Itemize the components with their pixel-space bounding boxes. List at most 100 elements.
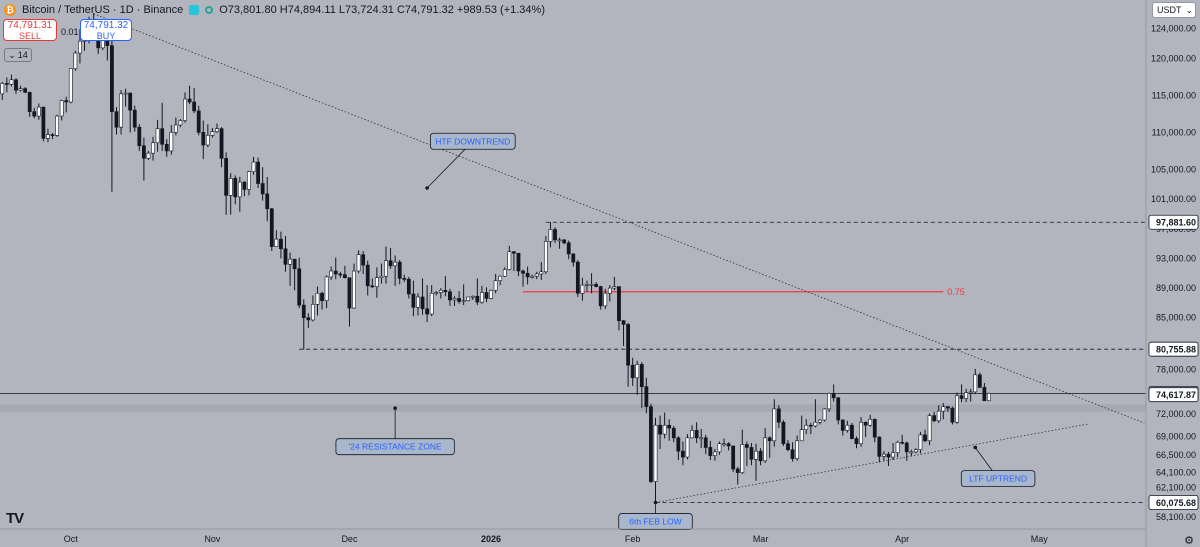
candle-205 <box>936 405 941 423</box>
candle-127 <box>580 277 585 301</box>
candle-body <box>923 434 927 442</box>
candle-45 <box>205 124 210 148</box>
candle-body <box>708 447 713 456</box>
price-tick-label: 64,100.00 <box>1156 468 1196 478</box>
candle-body <box>987 393 991 402</box>
price-tick-label: 69,000.00 <box>1156 431 1196 441</box>
candle-165 <box>754 443 758 481</box>
candle-body <box>311 304 315 321</box>
candle-160 <box>731 445 736 472</box>
candle-body <box>580 284 585 294</box>
candle-10 <box>46 128 50 143</box>
candle-body <box>132 109 137 128</box>
symbol-title[interactable]: Bitcoin / TetherUS · 1D · Binance <box>22 4 184 16</box>
candle-body <box>466 296 471 301</box>
candle-131 <box>598 285 603 310</box>
currency-selector[interactable]: USDT ⌄ <box>1152 2 1196 18</box>
candle-132 <box>603 288 608 309</box>
candle-126 <box>575 259 580 297</box>
candle-93 <box>425 285 430 323</box>
candle-210 <box>959 384 964 403</box>
candle-body <box>146 152 151 159</box>
candle-body <box>196 110 201 133</box>
price-tick-label: 105,000.00 <box>1151 164 1196 174</box>
candle-body <box>484 292 489 299</box>
candle-body <box>548 229 553 242</box>
candle-92 <box>420 278 425 315</box>
candle-body <box>425 308 430 315</box>
candle-13 <box>59 99 64 121</box>
drawing-lines-layer: 0.75 <box>0 13 1146 503</box>
candle-106 <box>484 287 489 303</box>
time-tick-label: Mar <box>753 534 769 544</box>
candle-116 <box>530 274 535 279</box>
candle-161 <box>735 466 740 485</box>
candle-107 <box>489 289 493 300</box>
candle-53 <box>242 181 247 197</box>
candle-183 <box>836 397 841 425</box>
settings-icon[interactable]: ⚙ <box>1184 535 1194 547</box>
candle-169 <box>772 399 777 447</box>
candle-body <box>598 286 603 307</box>
trendline-1 <box>655 423 1090 503</box>
eye-icon[interactable] <box>189 5 200 15</box>
candle-body <box>868 418 873 426</box>
candle-6 <box>27 91 32 117</box>
candle-body <box>626 324 630 366</box>
candle-196 <box>895 440 900 458</box>
candle-body <box>918 434 923 450</box>
candle-151 <box>690 425 694 439</box>
candle-body <box>434 292 439 294</box>
candle-body <box>525 272 530 278</box>
candle-141 <box>644 377 649 414</box>
candle-body <box>502 269 507 277</box>
candle-body <box>607 287 612 294</box>
candle-61 <box>279 231 283 259</box>
candle-0 <box>0 81 5 100</box>
candle-body <box>274 238 279 247</box>
time-axis[interactable]: Oct Nov Dec 2026 Feb Mar Apr May <box>0 528 1146 544</box>
candle-body <box>872 418 877 438</box>
candle-158 <box>722 438 726 447</box>
candle-168 <box>767 436 772 458</box>
candle-body <box>813 421 818 427</box>
annotation-box <box>960 470 1036 487</box>
candle-body <box>0 83 5 95</box>
candle-164 <box>749 443 754 466</box>
candle-115 <box>525 266 530 285</box>
price-tick-label: 110,000.00 <box>1152 127 1196 137</box>
candle-body <box>667 424 672 429</box>
candle-140 <box>639 362 644 409</box>
candle-body <box>955 395 959 423</box>
sell-button[interactable]: 74,791.31 SELL <box>3 19 57 41</box>
candle-63 <box>288 252 292 286</box>
candle-body <box>110 45 114 112</box>
price-tick-label: 101,000.00 <box>1151 194 1196 204</box>
candle-175 <box>799 415 804 442</box>
candle-203 <box>927 413 932 446</box>
candle-73 <box>333 257 338 280</box>
candle-body <box>443 289 448 293</box>
candle-197 <box>900 434 905 445</box>
price-tick-label: 66,500.00 <box>1156 450 1196 460</box>
annotation-box <box>335 438 455 456</box>
candle-body <box>288 258 292 265</box>
candle-body <box>480 292 484 303</box>
candle-body <box>352 270 356 309</box>
chevron-down-icon: ⌄ <box>8 49 16 60</box>
price-tag-label: 97,881.60 <box>1156 218 1196 228</box>
candle-119 <box>543 236 548 274</box>
price-axis[interactable]: 124,000.00 120,000.00 115,000.00 110,000.00… <box>1145 0 1200 547</box>
fib-level-label: 0.75 <box>947 287 965 297</box>
candle-83 <box>379 263 384 284</box>
price-tick-label: 78,000.00 <box>1156 365 1196 375</box>
candle-180 <box>822 408 827 422</box>
candle-body <box>489 289 493 299</box>
buy-button[interactable]: 74,791.32 BUY <box>80 19 132 41</box>
candle-body <box>932 415 937 422</box>
candle-125 <box>571 253 576 267</box>
indicator-toggle[interactable]: ⌄ 14 <box>4 48 32 62</box>
candle-body <box>740 444 745 473</box>
candle-body <box>539 271 544 275</box>
